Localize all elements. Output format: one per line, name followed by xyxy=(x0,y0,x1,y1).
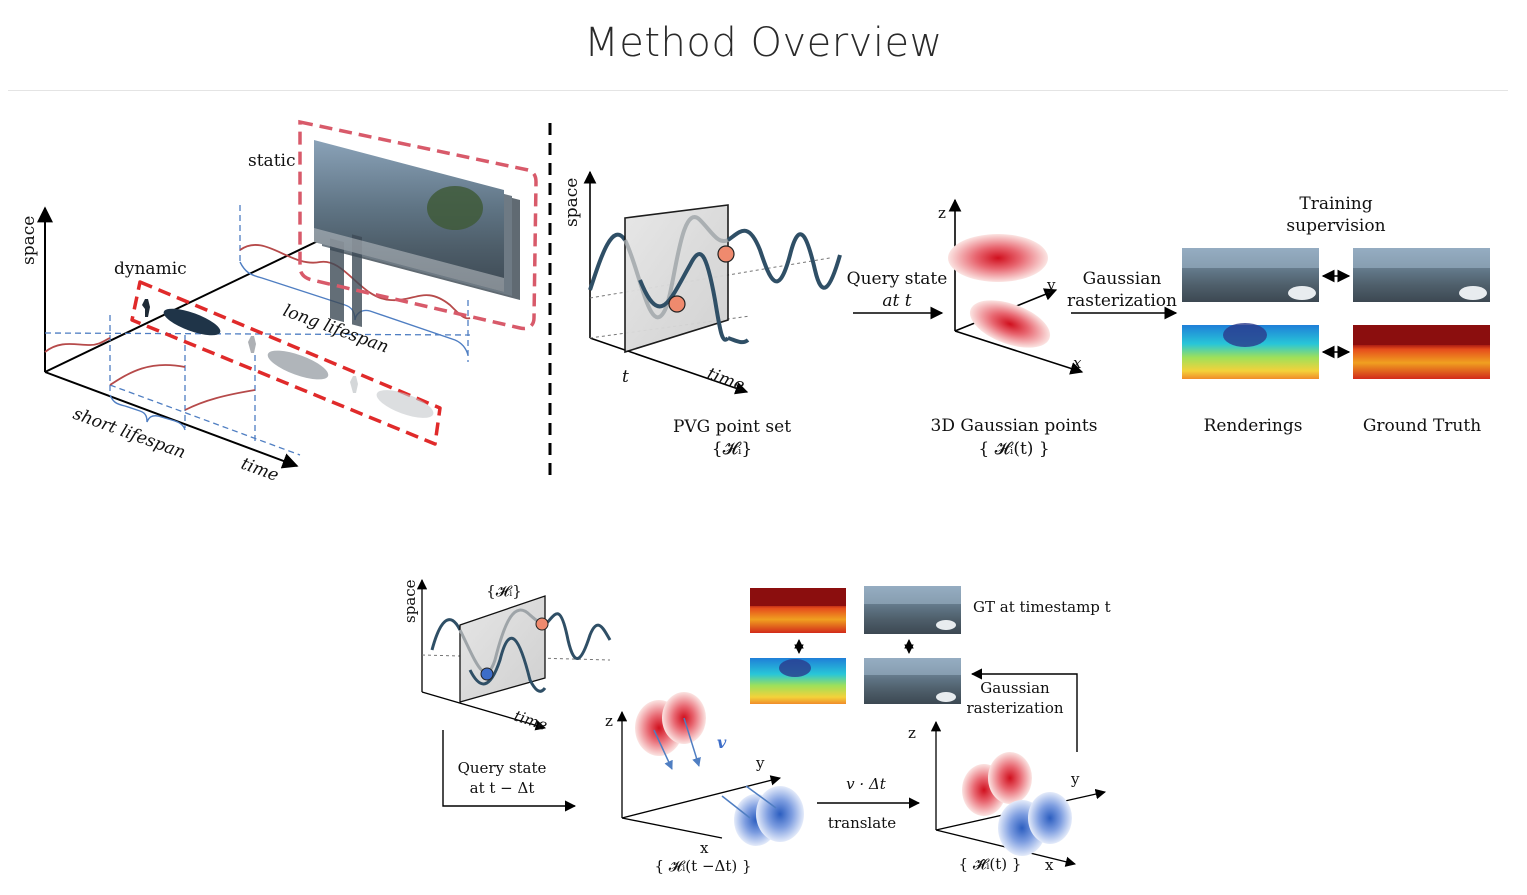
space-axis-label: space xyxy=(562,178,582,227)
gaussian-blue xyxy=(756,786,804,842)
query-state-time: at t xyxy=(882,291,911,311)
training-label-2: supervision xyxy=(1286,216,1385,236)
page-title: Method Overview xyxy=(584,20,943,66)
time-axis-label: time xyxy=(704,364,747,396)
gaussian-blue xyxy=(1028,792,1072,844)
x-axis xyxy=(621,817,723,839)
bottom-pvg-diagram: space time {𝓗ᵢ} Query state at t − Δt xyxy=(401,578,612,812)
query-point xyxy=(717,245,735,263)
gt-depth-image xyxy=(1353,325,1490,379)
gaussian-ellipsoid xyxy=(969,300,1051,348)
rendered-depth-image xyxy=(750,658,846,704)
z-axis-label: z xyxy=(605,712,613,730)
supervision-panel: Training supervision Renderings Ground T… xyxy=(1182,194,1490,436)
rasterization-label: Gaussian xyxy=(980,679,1050,697)
dynamic-label: dynamic xyxy=(114,259,187,279)
space-axis-label: space xyxy=(401,579,419,623)
static-image-stack xyxy=(314,140,520,327)
query-point xyxy=(480,667,494,681)
translate-label: translate xyxy=(828,814,896,832)
query-state-label: Query state xyxy=(458,759,547,777)
y-axis xyxy=(621,775,782,819)
rendered-rgb-image xyxy=(864,658,961,704)
lifespan-guides xyxy=(44,205,471,456)
rasterization-label: Gaussian xyxy=(1083,269,1162,289)
x-axis-label: x xyxy=(700,839,709,857)
rasterization-label-2: rasterization xyxy=(966,699,1063,717)
time-axis xyxy=(44,371,299,469)
query-point xyxy=(668,295,686,313)
velocity-arrow xyxy=(653,729,673,770)
short-lifespan-label: short lifespan xyxy=(70,404,188,463)
rendered-rgb-image xyxy=(1182,248,1319,302)
depth-axis xyxy=(44,239,321,373)
z-axis-label: z xyxy=(938,204,946,222)
static-label: static xyxy=(248,151,295,171)
gaussian-points-diagram: z y x 3D Gaussian points { 𝓗ᵢ(t) } Gauss… xyxy=(931,198,1178,459)
velocity-label: v xyxy=(717,733,727,752)
time-axis-label: time xyxy=(512,707,550,735)
lifespan-curves xyxy=(44,244,471,411)
query-arrow xyxy=(442,730,577,812)
short-lifespan-brace xyxy=(109,394,186,431)
hat-set-label: { 𝓗̂ᵢ(t) } xyxy=(959,855,1022,873)
static-box xyxy=(298,119,538,331)
query-state-time: at t − Δt xyxy=(470,779,535,797)
y-axis-label: y xyxy=(1046,276,1056,294)
lifespan-diagram: space time long lifespan short lifespan … xyxy=(19,119,538,486)
y-axis-label: y xyxy=(755,754,765,772)
gt-timestamp-label: GT at timestamp t xyxy=(973,598,1111,616)
rasterization-label-2: rasterization xyxy=(1067,291,1177,311)
y-axis-label: y xyxy=(1070,770,1080,788)
gaussians-current-diagram: z y x { 𝓗̂ᵢ(t) } xyxy=(908,720,1107,874)
gaussian-ellipsoid xyxy=(948,234,1048,282)
gaussian-red xyxy=(988,752,1032,804)
training-label: Training xyxy=(1299,194,1372,214)
gt-depth-image xyxy=(750,588,846,633)
previous-set-label: { 𝓗ᵢ(t −Δt) } xyxy=(654,857,751,875)
x-axis-label: x xyxy=(1045,856,1054,874)
rendered-depth-image xyxy=(1182,323,1319,379)
gaussian-caption-set: { 𝓗ᵢ(t) } xyxy=(978,439,1049,459)
pvg-caption: PVG point set xyxy=(673,417,791,437)
x-axis-label: x xyxy=(1073,354,1082,372)
pvg-caption-set: {𝓗ᵢ} xyxy=(712,439,752,459)
renderings-caption: Renderings xyxy=(1204,416,1303,436)
x-axis xyxy=(954,330,1084,375)
time-axis xyxy=(589,337,749,395)
z-axis-label: z xyxy=(908,724,916,742)
gaussian-caption: 3D Gaussian points xyxy=(931,416,1098,436)
gaussians-previous-diagram: z y x v { 𝓗ᵢ(t −Δt) } xyxy=(605,692,804,875)
title-divider xyxy=(8,90,1508,91)
ground-truth-caption: Ground Truth xyxy=(1363,416,1481,436)
velocity-arrow xyxy=(745,785,777,809)
gt-rgb-image xyxy=(1353,248,1490,302)
query-state-label: Query state xyxy=(847,269,948,289)
pvg-point-set-diagram: space time t PVG point set {𝓗ᵢ} Query st… xyxy=(562,170,948,459)
velocity-dt-label: v · Δt xyxy=(846,775,887,793)
translate-step: v · Δt translate xyxy=(817,775,921,832)
dynamic-box xyxy=(130,280,442,446)
time-axis xyxy=(421,691,546,731)
velocity-arrow xyxy=(683,717,701,767)
bottom-image-grid: GT at timestamp t Gaussian rasterization xyxy=(750,586,1111,752)
t-tick-label: t xyxy=(622,367,629,387)
velocity-arrow xyxy=(721,795,751,819)
dynamic-objects xyxy=(142,299,434,418)
space-axis-label: space xyxy=(19,216,39,265)
set-label: {𝓗ᵢ} xyxy=(486,582,522,600)
rasterization-arrow xyxy=(970,668,1078,752)
query-point xyxy=(535,617,549,631)
gt-rgb-image xyxy=(864,586,961,634)
time-slice-plane xyxy=(624,204,729,354)
